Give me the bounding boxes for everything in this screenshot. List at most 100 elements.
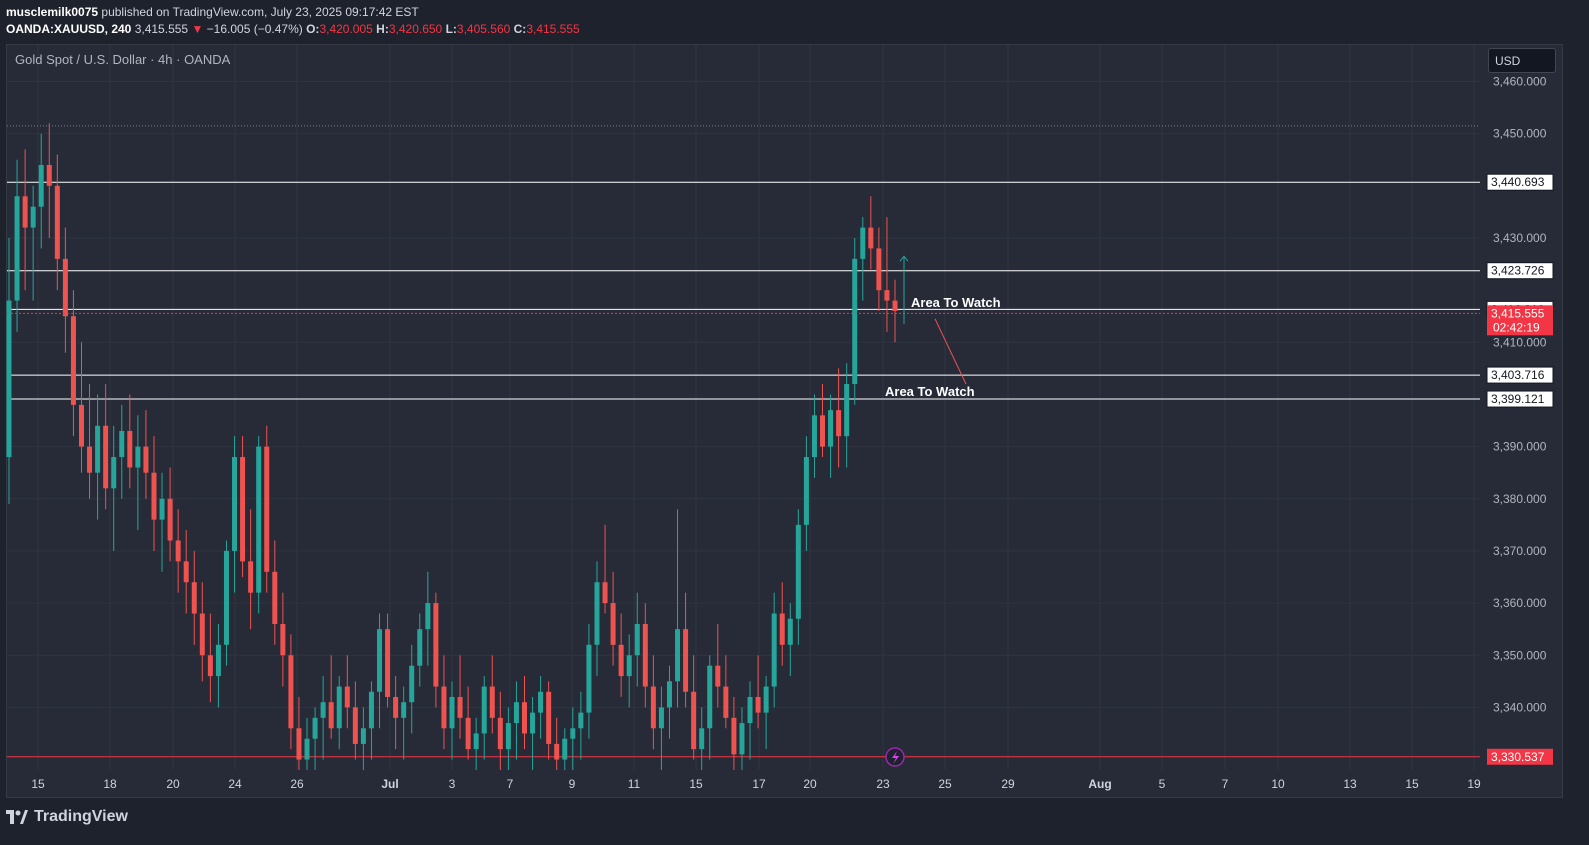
candle-body [723,686,729,718]
candle-body [135,446,141,468]
candle-body [320,702,326,718]
y-axis-tick-label: 3,450.000 [1493,127,1547,141]
candle-body [570,728,576,739]
candle-body [199,613,205,656]
author-name[interactable]: musclemilk0075 [6,5,99,19]
candle-body [836,410,842,437]
symbol-label[interactable]: OANDA:XAUUSD, 240 [6,22,132,36]
up-arrow-head-icon [899,255,909,262]
candle-body [232,457,238,551]
candle-body [352,707,358,744]
y-axis-tick-label: 3,460.000 [1493,75,1547,89]
candle-body [183,561,189,583]
x-axis-tick-label: 15 [1405,777,1419,791]
candle-body [586,644,592,713]
level-price-label: 3,440.693 [1491,175,1545,189]
candle-body [618,644,624,677]
candle-body [433,603,439,687]
candle-body [175,540,181,562]
candle-body [449,696,455,729]
y-axis-tick-label: 3,360.000 [1493,596,1547,610]
candle-body [771,613,777,687]
candlestick-chart[interactable]: 15 18 20 24 26 Jul 3 7 9 11 15 17 20 23 25 29 Aug 5 7 10 13 1… [0,0,1589,800]
candle-body [634,623,640,656]
candle-body [473,733,479,750]
candle-body [417,629,423,666]
candle-body [787,618,793,645]
x-axis-tick-label: 20 [803,777,817,791]
candle-body [191,582,197,614]
candle-body [538,691,544,713]
candle-body [530,712,536,734]
candle-body [860,227,866,259]
candle-body [513,702,519,724]
candle-body [328,702,334,729]
candle-body [393,696,399,718]
x-axis-tick-label: 23 [876,777,890,791]
x-axis-tick-label: 18 [103,777,117,791]
y-axis-tick-label: 3,350.000 [1493,648,1547,662]
tradingview-brand[interactable]: TradingView [34,808,128,825]
current-price-label: 3,415.555 [1491,306,1545,320]
level-price-tag [1486,366,1554,384]
candle-body [360,728,366,744]
candle-body [578,712,584,729]
candle-body [22,196,28,228]
high-value: 3,420.650 [388,22,443,36]
y-axis-tick-label: 3,370.000 [1493,544,1547,558]
candle-body [763,686,769,713]
x-axis-tick-label: 9 [569,777,576,791]
current-price-tag [1487,305,1553,336]
candle-body [820,415,826,447]
candle-body [699,728,705,750]
down-trend-line [934,318,967,385]
y-axis-tick-label: 3,430.000 [1493,231,1547,245]
candle-body [658,707,664,729]
candle-body [336,686,342,729]
candle-body [683,629,689,692]
candle-body [828,410,834,447]
close-value: 3,415.555 [526,22,580,36]
candle-body [70,316,76,405]
change-arrow-icon: ▼ [191,22,204,36]
candle-body [666,681,672,708]
currency-button[interactable]: USD [1488,48,1556,73]
x-axis-tick-label: 7 [507,777,514,791]
candle-body [385,629,391,697]
candle-body [240,457,246,562]
chart-panel[interactable] [6,44,1563,798]
candle-body [280,623,286,656]
candle-body [675,629,681,682]
candle-body [344,686,350,708]
annotation-label: Area To Watch [911,295,1001,310]
candle-body [602,582,608,604]
candle-body [143,446,149,473]
candle-body [650,686,656,729]
candle-body [215,644,221,677]
level-price-label: 3,403.716 [1491,368,1545,382]
candle-body [521,702,527,734]
candle-body [127,430,133,468]
candle-body [715,665,721,687]
candle-body [272,571,278,624]
candle-body [892,300,898,312]
candle-body [465,717,471,750]
level-price-label: 3,399.121 [1491,392,1545,406]
x-axis-tick-label: 13 [1343,777,1357,791]
candle-body [852,258,858,385]
x-axis-tick-label: 15 [689,777,703,791]
candle-body [87,446,93,473]
x-axis-tick-label: 7 [1222,777,1229,791]
candle-body [642,623,648,687]
x-axis-tick-label: 3 [449,777,456,791]
publish-line: musclemilk0075 published on TradingView.… [6,4,580,21]
x-axis-tick-label: 17 [752,777,766,791]
candle-body [103,425,109,489]
candle-body [312,717,318,739]
candle-body [844,384,850,437]
y-axis-tick-label: 3,380.000 [1493,492,1547,506]
candle-body [14,196,20,301]
candle-body [755,696,761,713]
candle-body [119,430,125,458]
candle-body [30,206,36,228]
